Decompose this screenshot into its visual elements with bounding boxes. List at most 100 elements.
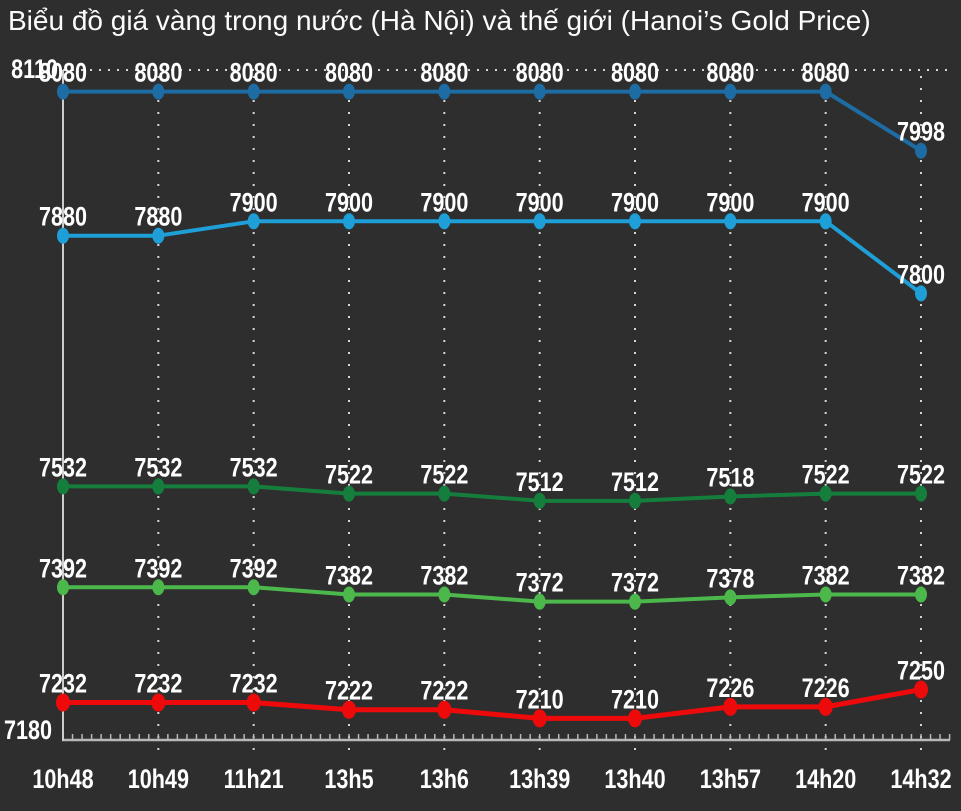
data-label: 7522 bbox=[325, 460, 373, 490]
data-point bbox=[724, 83, 737, 100]
series-line-blue-light bbox=[63, 219, 923, 295]
data-point bbox=[915, 586, 927, 603]
data-label: 7382 bbox=[802, 561, 850, 591]
x-axis-label: 13h6 bbox=[420, 765, 469, 795]
data-label: 8080 bbox=[325, 58, 373, 88]
data-label: 7392 bbox=[134, 554, 182, 584]
vertical-gridlines bbox=[157, 76, 922, 757]
data-label: 8080 bbox=[802, 58, 850, 88]
data-label: 7210 bbox=[611, 685, 659, 715]
x-axis bbox=[62, 734, 951, 742]
data-label: 7210 bbox=[516, 685, 564, 715]
data-point bbox=[438, 83, 451, 100]
data-label: 8080 bbox=[516, 58, 564, 88]
data-label: 7532 bbox=[230, 453, 278, 483]
data-point bbox=[246, 693, 261, 712]
data-point bbox=[532, 709, 547, 728]
data-point bbox=[57, 579, 69, 596]
data-label: 7222 bbox=[420, 677, 468, 707]
data-label: 7226 bbox=[802, 674, 850, 704]
data-point bbox=[247, 83, 260, 100]
series-red: 7232 7232 7232 7222 7222 7210 7210 7226 7226 7250 bbox=[39, 656, 945, 728]
x-axis-label: 13h5 bbox=[324, 765, 373, 795]
data-point bbox=[343, 83, 355, 100]
data-point bbox=[152, 227, 165, 244]
data-point bbox=[437, 700, 452, 719]
data-point bbox=[152, 478, 165, 495]
data-label: 7512 bbox=[516, 468, 564, 498]
data-point bbox=[343, 213, 355, 230]
series-line-green-light bbox=[63, 585, 921, 604]
data-label: 7382 bbox=[325, 561, 373, 591]
x-axis-label: 13h39 bbox=[509, 765, 570, 795]
x-axis-label: 11h21 bbox=[224, 765, 284, 795]
data-label: 7900 bbox=[611, 188, 659, 218]
data-label: 7522 bbox=[802, 460, 850, 490]
data-point bbox=[152, 579, 165, 596]
data-point bbox=[533, 213, 546, 230]
data-label: 7900 bbox=[802, 188, 850, 218]
data-label: 7800 bbox=[897, 260, 945, 290]
data-label: 7900 bbox=[706, 188, 754, 218]
data-label: 7900 bbox=[516, 188, 564, 218]
data-label: 7522 bbox=[897, 460, 945, 490]
x-axis-labels: 10h48 10h49 11h21 13h5 13h6 13h39 13h40 13h57 14… bbox=[32, 765, 951, 795]
data-label: 7998 bbox=[897, 117, 945, 147]
data-point bbox=[247, 579, 260, 596]
series-line-green-dark bbox=[63, 484, 921, 503]
x-axis-label: 14h20 bbox=[795, 765, 856, 795]
data-label: 7232 bbox=[39, 669, 87, 699]
series-blue-light: 7880 7880 7900 7900 7900 7900 7900 7900 7900 7800 bbox=[39, 188, 945, 302]
x-axis-label: 10h48 bbox=[32, 765, 93, 795]
data-label: 7232 bbox=[230, 669, 278, 699]
data-point bbox=[819, 485, 832, 502]
data-label: 7512 bbox=[611, 468, 659, 498]
data-label: 7532 bbox=[39, 453, 87, 483]
data-label: 7378 bbox=[706, 564, 754, 594]
data-point bbox=[724, 488, 737, 505]
data-point bbox=[724, 213, 737, 230]
data-point bbox=[152, 83, 165, 100]
data-label: 7900 bbox=[230, 188, 278, 218]
series-line-blue-dark bbox=[63, 89, 923, 153]
data-point bbox=[915, 142, 927, 159]
data-point bbox=[629, 213, 641, 230]
data-label: 8080 bbox=[706, 58, 754, 88]
data-label: 7392 bbox=[39, 554, 87, 584]
data-point bbox=[819, 213, 832, 230]
data-label: 7222 bbox=[325, 677, 373, 707]
data-point bbox=[915, 285, 927, 302]
data-label: 7900 bbox=[420, 188, 468, 218]
data-label: 7880 bbox=[39, 203, 87, 233]
data-point bbox=[343, 485, 355, 502]
data-point bbox=[723, 697, 738, 716]
data-label: 7522 bbox=[420, 460, 468, 490]
data-point bbox=[533, 492, 546, 509]
data-label: 7880 bbox=[134, 203, 182, 233]
x-axis-label: 10h49 bbox=[128, 765, 189, 795]
data-point bbox=[57, 83, 69, 100]
data-label: 8080 bbox=[134, 58, 182, 88]
data-label: 8080 bbox=[230, 58, 278, 88]
x-axis-label: 13h40 bbox=[604, 765, 665, 795]
data-point bbox=[629, 492, 641, 509]
data-label: 7372 bbox=[516, 568, 564, 598]
data-point bbox=[247, 213, 260, 230]
series-green-light: 7392 7392 7392 7382 7382 7372 7372 7378 7382 7382 bbox=[39, 554, 945, 610]
data-label: 8080 bbox=[420, 58, 468, 88]
series-line-red bbox=[63, 687, 922, 721]
data-point bbox=[56, 693, 70, 712]
chart-title: Biểu đồ giá vàng trong nước (Hà Nội) và … bbox=[8, 5, 871, 36]
x-axis-label: 13h57 bbox=[700, 765, 761, 795]
data-point bbox=[724, 589, 737, 606]
data-point bbox=[915, 485, 927, 502]
data-point bbox=[914, 680, 928, 699]
data-label: 7250 bbox=[897, 656, 945, 686]
data-point bbox=[818, 697, 833, 716]
data-point bbox=[151, 693, 166, 712]
data-point bbox=[819, 586, 832, 603]
data-point bbox=[438, 485, 451, 502]
series-green-dark: 7532 7532 7532 7522 7522 7512 7512 7518 7522 7522 bbox=[39, 453, 945, 509]
data-point bbox=[342, 700, 356, 719]
